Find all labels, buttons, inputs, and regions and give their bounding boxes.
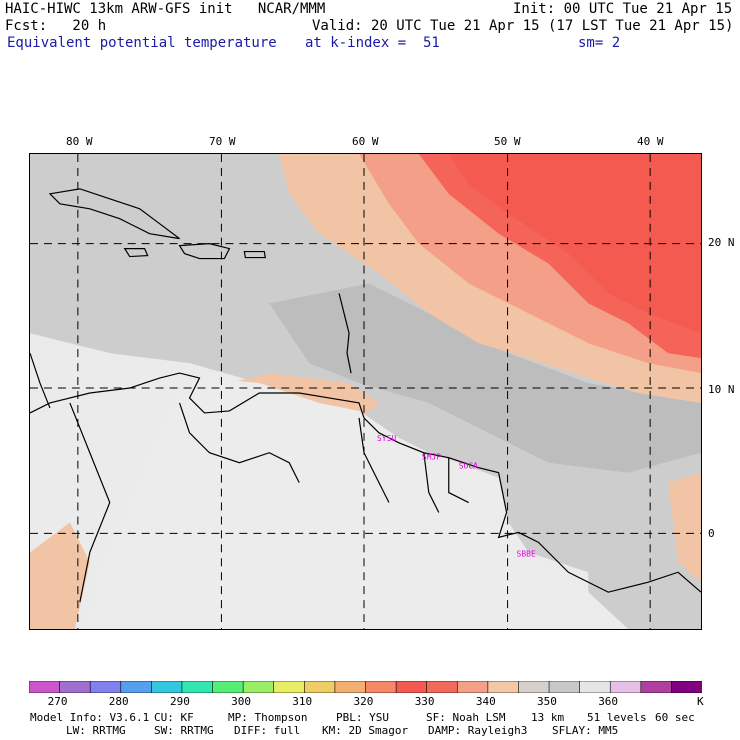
lat-label-0: 0 (708, 527, 715, 540)
colorbar-swatch (89, 681, 122, 693)
colorbar-swatch (151, 681, 183, 693)
colorbar-swatch (334, 681, 367, 693)
surface-scheme: SF: Noah LSM (426, 711, 506, 724)
colorbar-unit: K (697, 695, 704, 708)
lon-label-70w: 70 W (209, 135, 236, 148)
colorbar-swatch (395, 681, 428, 693)
dark-gray-region (269, 283, 701, 473)
surface-layer-scheme: SFLAY: MM5 (552, 724, 619, 737)
colorbar-swatch (609, 681, 642, 693)
damping-option: DAMP: Rayleigh3 (428, 724, 528, 737)
init-time: Init: 00 UTC Tue 21 Apr 15 (513, 1, 733, 17)
lon-label-80w: 80 W (66, 135, 93, 148)
station-smjp: SMJP (422, 453, 441, 462)
station-soca: SOCA (459, 462, 478, 471)
puerto-rico-coast (243, 250, 267, 259)
colorbar-tick-label: 320 (353, 695, 374, 708)
pbl-scheme: PBL: YSU (336, 711, 389, 724)
colorbar-swatch (365, 681, 397, 693)
model-info: Model Info: V3.6.1 (30, 711, 150, 724)
salmon-region-4 (668, 472, 701, 583)
colorbar-tick-label: 290 (170, 695, 190, 708)
central-america-coast (30, 352, 51, 409)
resolution: 13 km (531, 711, 565, 724)
colorbar-swatch (579, 681, 612, 693)
microphysics-scheme: MP: Thompson (228, 711, 308, 724)
theta-e-map: SYSU SMJP SOCA SBBE (29, 153, 702, 630)
stations: SYSU SMJP SOCA SBBE (377, 434, 536, 559)
forecast-hour: Fcst: 20 h (5, 18, 107, 34)
colorbar-tick-label: 340 (475, 695, 496, 708)
lat-label-20n: 20 N (708, 236, 735, 249)
km-option: KM: 2D Smagor (322, 724, 409, 737)
colorbar-swatch (426, 681, 459, 693)
french-guiana-border (448, 457, 469, 504)
colorbar-swatch (212, 681, 244, 693)
vertical-levels: 51 levels (587, 711, 647, 724)
colorbar-swatch (671, 681, 702, 693)
lon-label-40w: 40 W (637, 135, 664, 148)
valid-time: Valid: 20 UTC Tue 21 Apr 15 (17 LST Tue … (312, 18, 734, 34)
colorbar-swatch (120, 681, 153, 693)
lesser-antilles (338, 293, 352, 374)
colorbar-tick-label: 360 (598, 695, 619, 708)
colorbar-tick-label: 300 (231, 695, 251, 708)
smoothing-info: sm= 2 (578, 35, 621, 51)
station-sbbe: SBBE (517, 549, 536, 558)
colorbar-swatch (59, 681, 91, 693)
cumulus-scheme: CU: KF (154, 711, 194, 724)
colorbar-swatch (181, 681, 214, 693)
lat-label-10n: 10 N (708, 383, 735, 396)
suriname-border (423, 452, 440, 513)
colorbar-swatch (518, 681, 550, 693)
jamaica-coast (123, 248, 149, 258)
colorbar-swatch (456, 681, 489, 693)
field-name: Equivalent potential temperature (7, 35, 277, 51)
venezuela-border (178, 402, 300, 483)
salmon-region-3 (30, 522, 90, 629)
hispaniola-coast (178, 243, 231, 260)
station-sysu: SYSU (377, 434, 396, 443)
south-america-land (89, 378, 629, 629)
colorbar-swatch (273, 681, 306, 693)
colorbar (29, 681, 702, 693)
colombia-border (69, 402, 111, 603)
colorbar-tick-label: 310 (292, 695, 313, 708)
colorbar-swatch (487, 681, 520, 693)
guyana-border (358, 417, 390, 503)
lat-lon-grid (30, 154, 701, 629)
colorbar-swatch (548, 681, 581, 693)
lon-label-50w: 50 W (494, 135, 521, 148)
diffusion-option: DIFF: full (234, 724, 301, 737)
time-step: 60 sec (655, 711, 695, 724)
colorbar-swatch (640, 681, 673, 693)
level-info: at k-index = 51 (305, 35, 440, 51)
colorbar-swatch (242, 681, 275, 693)
shortwave-scheme: SW: RRTMG (154, 724, 214, 737)
lon-label-60w: 60 W (352, 135, 379, 148)
colorbar-tick-label: 270 (47, 695, 68, 708)
colorbar-tick-label: 330 (414, 695, 435, 708)
colorbar-swatch (304, 681, 336, 693)
longwave-scheme: LW: RRTMG (66, 724, 126, 737)
plot-title: HAIC-HIWC 13km ARW-GFS init NCAR/MMM (5, 1, 326, 17)
cuba-coast (48, 188, 180, 240)
colorbar-tick-label: 280 (108, 695, 129, 708)
south-america-coast (30, 372, 701, 593)
colorbar-tick-label: 350 (537, 695, 557, 708)
coastlines (30, 188, 701, 603)
colorbar-swatch (29, 681, 61, 693)
